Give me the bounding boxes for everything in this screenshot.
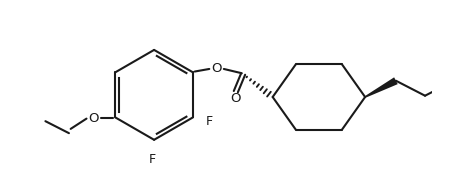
Text: O: O [88,112,99,125]
Polygon shape [365,77,398,98]
Text: F: F [148,153,156,166]
Text: O: O [230,92,240,105]
Text: F: F [206,115,213,128]
Text: O: O [211,62,222,75]
